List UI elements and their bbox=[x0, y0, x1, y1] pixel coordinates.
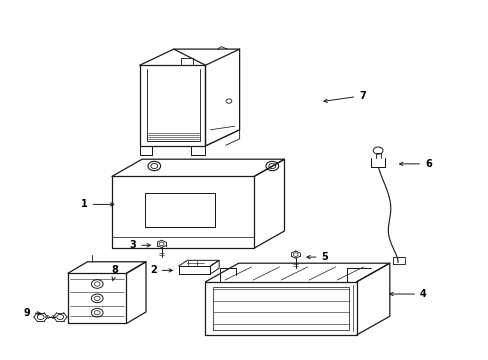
Text: 8: 8 bbox=[112, 265, 119, 281]
Text: 2: 2 bbox=[150, 265, 172, 275]
Text: 3: 3 bbox=[129, 240, 150, 250]
Text: 7: 7 bbox=[323, 91, 365, 103]
Text: 1: 1 bbox=[81, 199, 114, 210]
Text: 6: 6 bbox=[399, 159, 431, 169]
Text: 4: 4 bbox=[389, 289, 426, 299]
Text: 9: 9 bbox=[23, 309, 41, 318]
Text: 5: 5 bbox=[306, 252, 327, 262]
